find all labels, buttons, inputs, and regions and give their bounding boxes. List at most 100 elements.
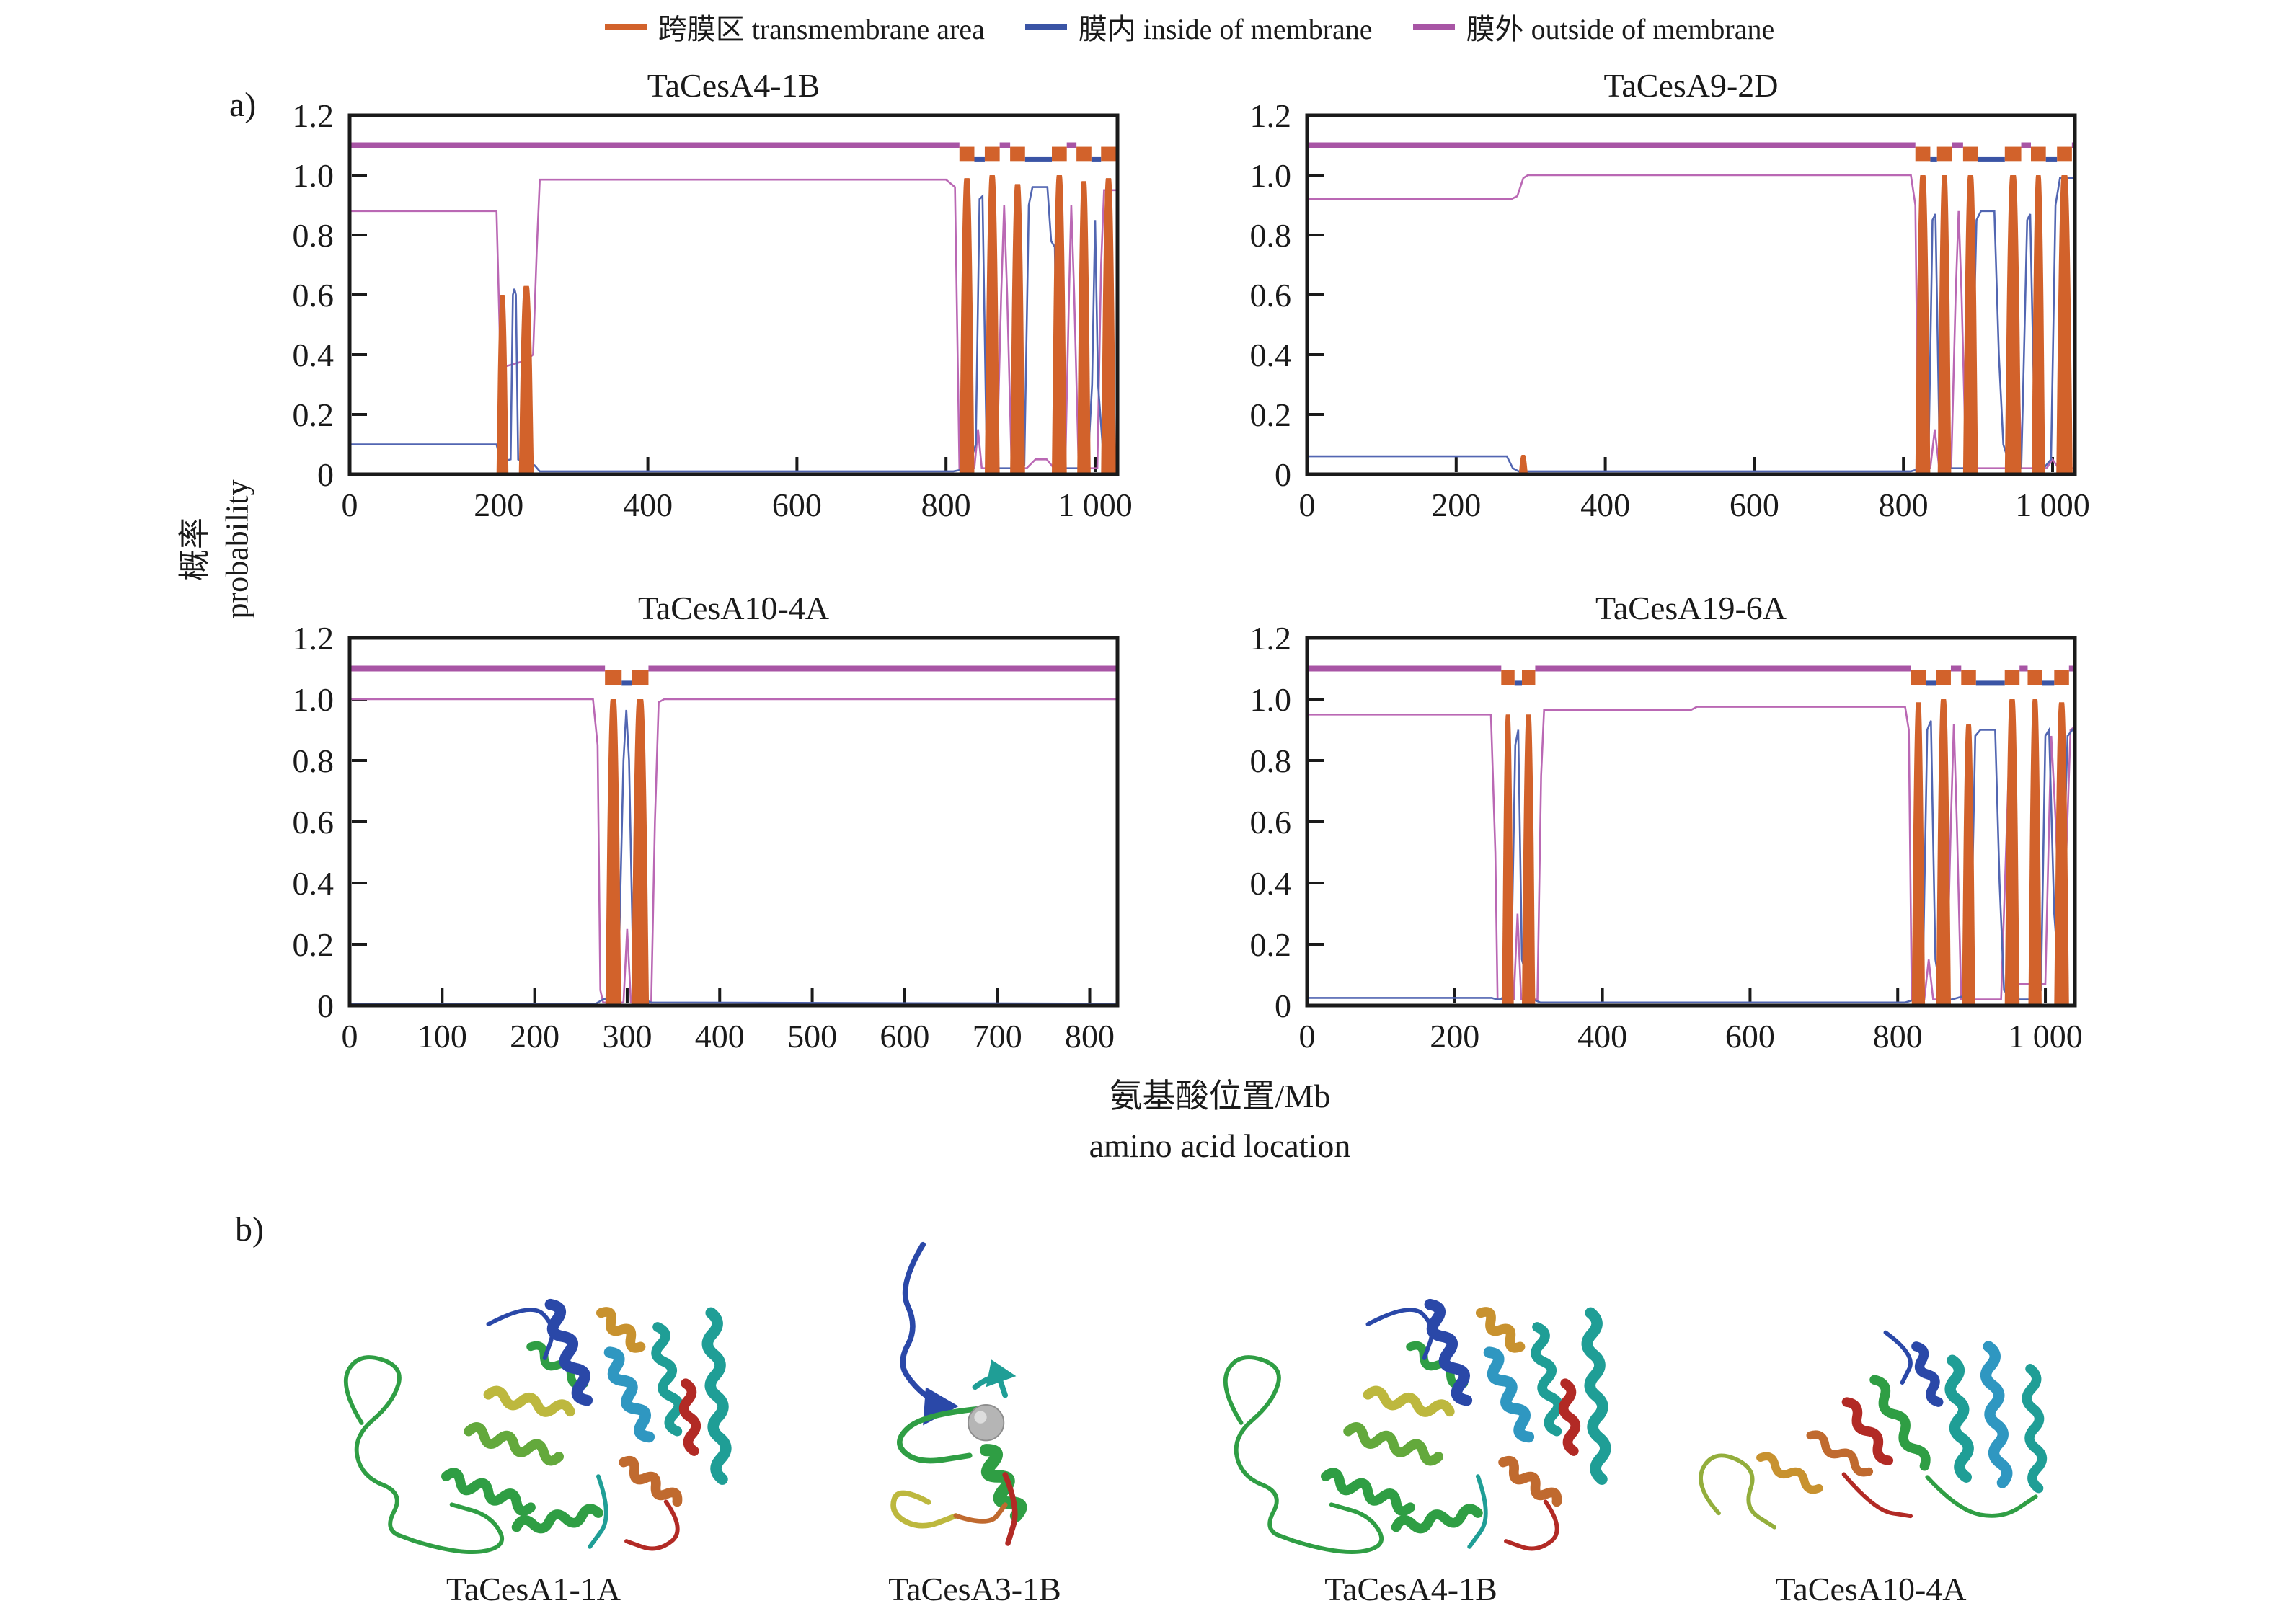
sphere-highlight bbox=[974, 1411, 987, 1424]
ribbon-helix bbox=[701, 1307, 732, 1485]
ribbon-helix bbox=[1806, 1430, 1874, 1477]
topology-tm-block bbox=[1501, 670, 1515, 685]
chart-TaCesA10-4A: TaCesA10-4A 0 0.2 0.4 0.6 0.8 1.0 1.2 0 100 200 300… bbox=[293, 590, 1120, 1055]
plot-frame bbox=[1305, 636, 2077, 1008]
x-tick-label: 0 bbox=[1299, 487, 1316, 523]
protein-structure-tacesa10-4a bbox=[1680, 1305, 2069, 1564]
transmembrane-peak bbox=[1502, 714, 1514, 1006]
x-tick-label: 500 bbox=[787, 1018, 837, 1055]
ribbon-helix bbox=[603, 1346, 655, 1443]
y-axis-label: 概率 probability bbox=[174, 479, 260, 618]
topology-outside-segment bbox=[1535, 665, 1911, 672]
topology-outside-segment bbox=[2021, 142, 2031, 148]
y-tick-label: 0.2 bbox=[293, 926, 335, 963]
topology-tm-block bbox=[2054, 670, 2069, 685]
y-tick-label: 0.6 bbox=[1250, 277, 1292, 314]
protein-structure-tacesa3-1b bbox=[844, 1218, 1117, 1568]
inside-membrane-curve bbox=[1307, 720, 2075, 1004]
chart-TaCesA4-1B: TaCesA4-1B 0 0.2 0.4 0.6 0.8 1.0 1.2 0 200 400 600 8… bbox=[293, 67, 1133, 523]
ribbon-helix bbox=[619, 1455, 683, 1507]
inside-membrane-curve bbox=[350, 709, 1117, 1005]
ribbon-helix bbox=[526, 1341, 589, 1389]
ribbon-helix bbox=[1483, 1346, 1535, 1443]
topology-inside-segment bbox=[621, 680, 632, 686]
x-tick-label: 800 bbox=[1065, 1018, 1115, 1055]
topology-outside-segment bbox=[1066, 142, 1077, 148]
legend-label: 膜内 inside of membrane bbox=[1078, 13, 1373, 45]
protein-caption: TaCesA10-4A bbox=[1775, 1571, 1967, 1607]
topology-tm-block bbox=[1911, 670, 1926, 685]
transmembrane-swatch-icon bbox=[604, 24, 647, 30]
topology-tm-block bbox=[1101, 146, 1116, 162]
x-tick-label: 400 bbox=[1580, 487, 1630, 523]
ribbon-helix bbox=[1391, 1504, 1483, 1534]
transmembrane-peak bbox=[518, 285, 534, 474]
topology-tm-block bbox=[605, 670, 622, 685]
transmembrane-peak bbox=[959, 178, 975, 474]
transmembrane-peak bbox=[985, 175, 1000, 474]
topology-tm-block bbox=[1915, 146, 1931, 162]
ribbon-helix bbox=[464, 1422, 565, 1466]
protein-ribbon-image bbox=[890, 1241, 1027, 1546]
ribbon-coil bbox=[953, 1502, 1008, 1524]
transmembrane-peak bbox=[1937, 175, 1952, 474]
transmembrane-peak bbox=[1962, 175, 1978, 474]
transmembrane-peak bbox=[1522, 714, 1536, 1006]
topology-tm-block bbox=[1010, 146, 1025, 162]
outside-membrane-curve bbox=[1307, 706, 2075, 1000]
ribbon-helix bbox=[1558, 1378, 1581, 1456]
x-tick-label: 400 bbox=[1577, 1018, 1627, 1055]
topology-inside-segment bbox=[1926, 680, 1936, 686]
y-tick-label: 1.2 bbox=[293, 97, 335, 134]
ribbon-coil bbox=[1925, 1475, 2038, 1518]
topology-tm-block bbox=[2027, 670, 2042, 685]
x-tick-label: 1 000 bbox=[2008, 1018, 2083, 1055]
topology-inside-segment bbox=[1975, 680, 2005, 686]
legend-label: 跨膜区 transmembrane area bbox=[658, 13, 985, 45]
transmembrane-peak bbox=[1077, 181, 1091, 474]
topology-outside-segment bbox=[648, 665, 1117, 672]
topology-tm-block bbox=[1521, 670, 1536, 685]
ribbon-helix bbox=[1841, 1397, 1894, 1465]
topology-tm-block bbox=[632, 670, 649, 685]
legend-label: 膜外 outside of membrane bbox=[1466, 13, 1775, 45]
topology-inside-segment bbox=[2042, 680, 2055, 686]
inside-membrane-curve bbox=[350, 186, 1117, 473]
metal-ion-sphere bbox=[967, 1404, 1005, 1442]
ribbon-coil bbox=[1292, 1502, 1384, 1555]
topology-outside-segment bbox=[1307, 142, 1916, 148]
transmembrane-peak bbox=[1010, 184, 1025, 474]
ribbon-coil bbox=[1467, 1474, 1488, 1549]
x-axis-label: 氨基酸位置/Mb amino acid location bbox=[1089, 1071, 1351, 1171]
transmembrane-peak bbox=[1936, 699, 1951, 1006]
legend: 跨膜区 transmembrane area 膜内 inside of memb… bbox=[0, 6, 2271, 48]
x-tick-label: 800 bbox=[1879, 487, 1929, 523]
y-tick-label: 0.6 bbox=[293, 277, 335, 314]
ribbon-sheet-arrow bbox=[986, 1359, 1017, 1388]
ribbon-helix bbox=[1869, 1375, 1931, 1471]
x-tick-label: 200 bbox=[1430, 1018, 1479, 1055]
transmembrane-peak bbox=[2004, 699, 2020, 1006]
x-tick-label: 600 bbox=[1725, 1018, 1775, 1055]
ribbon-helix bbox=[511, 1504, 603, 1534]
topology-inside-segment bbox=[1091, 156, 1102, 162]
topology-tm-block bbox=[2004, 670, 2020, 685]
protein-structure-tacesa1-1a bbox=[310, 1265, 757, 1579]
y-tick-label: 0.2 bbox=[293, 396, 335, 433]
ribbon-coil bbox=[1841, 1472, 1913, 1519]
ribbon-coil bbox=[1883, 1330, 1913, 1385]
ribbon-helix bbox=[678, 1378, 701, 1456]
y-tick-label: 0.6 bbox=[1250, 804, 1292, 840]
plot-frame bbox=[347, 113, 1120, 476]
y-tick-label: 1.2 bbox=[1250, 620, 1292, 657]
y-tick-label: 0 bbox=[317, 988, 334, 1024]
inside-membrane-swatch-icon bbox=[1024, 24, 1067, 30]
protein-caption: TaCesA3-1B bbox=[888, 1571, 1061, 1607]
ribbon-coil bbox=[897, 1406, 980, 1464]
x-tick-label: 0 bbox=[342, 487, 358, 523]
ribbon-coil bbox=[890, 1490, 959, 1529]
topology-outside-segment bbox=[350, 142, 960, 148]
legend-item-transmembrane: 跨膜区 transmembrane area bbox=[604, 6, 985, 48]
protein-caption: TaCesA1-1A bbox=[446, 1571, 621, 1607]
